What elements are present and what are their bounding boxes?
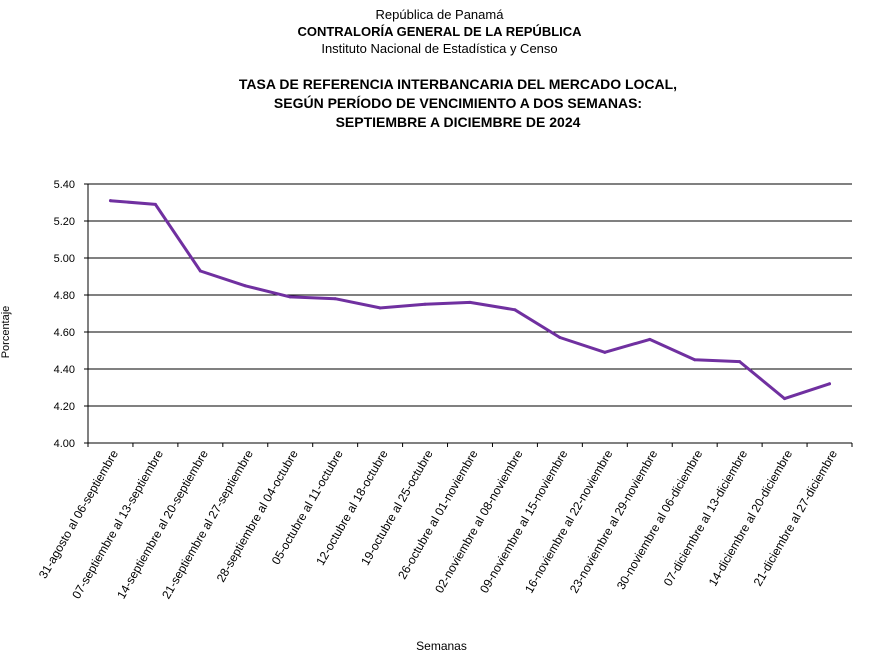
x-tick-label: 14-diciembre al 20-diciembre (706, 447, 796, 588)
data-point (333, 297, 337, 301)
data-point (693, 358, 697, 362)
x-tick-label: 23-noviembre al 29-noviembre (567, 447, 661, 595)
y-tick-label: 5.00 (54, 253, 75, 265)
x-tick-label: 28-septiembre al 04-octubre (214, 447, 301, 584)
data-point (828, 382, 832, 386)
data-point (423, 302, 427, 306)
x-tick-label: 21-septiembre al 27-septiembre (159, 447, 256, 601)
data-point (603, 350, 607, 354)
x-tick-label: 14-septiembre al 20-septiembre (114, 447, 211, 601)
data-point (468, 300, 472, 304)
y-tick-label: 4.80 (54, 290, 75, 302)
x-tick-label: 16-noviembre al 22-noviembre (522, 447, 616, 595)
header-institute: Instituto Nacional de Estadística y Cens… (321, 41, 558, 56)
x-tick-label: 31-agosto al 06-septiembre (36, 447, 121, 581)
chart-title-line: SEGÚN PERÍODO DE VENCIMIENTO A DOS SEMAN… (273, 95, 643, 111)
y-tick-label: 4.00 (54, 438, 75, 450)
x-tick-label: 30-noviembre al 06-diciembre (614, 447, 706, 592)
x-tick-label: 07-septiembre al 13-septiembre (69, 447, 166, 601)
x-axis-label: Semanas (416, 639, 467, 653)
data-point (783, 397, 787, 401)
x-tick-label: 26-octubre al 01-noviembre (395, 447, 481, 581)
data-point (198, 269, 202, 273)
y-tick-label: 5.20 (54, 216, 75, 228)
x-tick-label: 21-diciembre al 27-diciembre (751, 447, 841, 588)
data-point (558, 336, 562, 340)
data-point (738, 360, 742, 364)
series (108, 199, 832, 401)
header-country: República de Panamá (375, 7, 504, 22)
data-point (108, 199, 112, 203)
data-point (288, 295, 292, 299)
gridlines (88, 183, 852, 407)
data-point (513, 308, 517, 312)
chart-title: TASA DE REFERENCIA INTERBANCARIA DEL MER… (0, 75, 879, 132)
y-tick-label: 4.40 (54, 364, 75, 376)
x-tick-labels: 31-agosto al 06-septiembre07-septiembre … (36, 447, 840, 601)
y-tick-label: 4.20 (54, 401, 75, 413)
data-point (648, 337, 652, 341)
data-point (243, 284, 247, 288)
y-tick-label: 5.40 (54, 179, 75, 191)
chart-title-line: TASA DE REFERENCIA INTERBANCARIA DEL MER… (238, 76, 678, 92)
axes (84, 183, 853, 447)
data-point (153, 202, 157, 206)
header-institution: CONTRALORÍA GENERAL DE LA REPÚBLICA (297, 24, 582, 39)
x-tick-label: 09-noviembre al 15-noviembre (477, 447, 571, 595)
chart-title-line: SEPTIEMBRE A DICIEMBRE DE 2024 (335, 114, 581, 130)
x-tick-label: 02-noviembre al 08-noviembre (432, 447, 526, 595)
x-tick-label: 07-diciembre al 13-diciembre (661, 447, 751, 588)
data-point (378, 306, 382, 310)
y-tick-label: 4.60 (54, 327, 75, 339)
y-tick-labels: 4.00 4.20 4.40 4.60 4.80 5.00 5.20 5.40 (54, 179, 75, 450)
